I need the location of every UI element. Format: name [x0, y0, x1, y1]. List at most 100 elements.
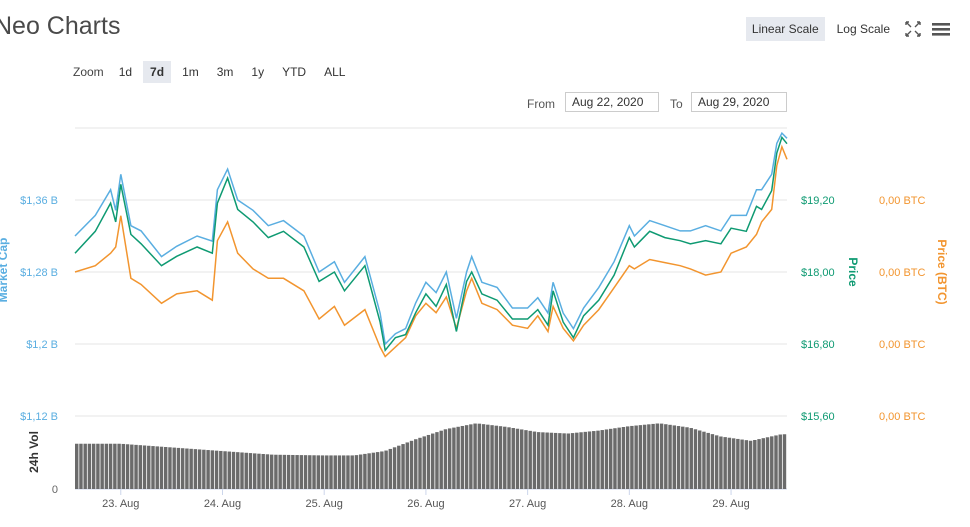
volume-bar: [325, 455, 329, 489]
volume-bar: [87, 443, 92, 489]
volume-bar: [401, 444, 405, 489]
volume-bar: [710, 434, 715, 489]
volume-bar: [380, 451, 384, 489]
zoom-1m-button[interactable]: 1m: [182, 65, 199, 79]
fullscreen-icon[interactable]: [902, 18, 924, 40]
volume-bar: [337, 455, 342, 489]
volume-bar: [244, 452, 248, 489]
volume-bar: [405, 442, 410, 489]
hamburger-menu-icon[interactable]: [930, 18, 952, 40]
volume-bar: [553, 432, 558, 489]
volume-bar: [108, 443, 113, 489]
x-tick-label: 23. Aug: [102, 498, 139, 510]
volume-axis-title: 24h Vol: [27, 431, 41, 473]
volume-bar: [278, 454, 282, 489]
volume-bar: [600, 430, 604, 489]
log-scale-button[interactable]: Log Scale: [830, 17, 896, 41]
volume-bar: [303, 455, 308, 489]
volume-bar: [630, 425, 634, 489]
volume-bar: [609, 428, 613, 489]
volume-bar: [113, 443, 117, 489]
volume-bar: [587, 431, 592, 489]
volume-bar: [350, 455, 354, 489]
price-btc-tick-label: 0,00 BTC: [879, 411, 926, 423]
x-tick-label: 24. Aug: [204, 498, 241, 510]
volume-bar: [583, 431, 588, 489]
volume-bar: [75, 443, 79, 489]
volume-bar: [757, 439, 761, 489]
volume-bar: [579, 432, 583, 489]
volume-bar: [490, 425, 494, 489]
volume-bar: [613, 428, 617, 489]
volume-bar: [778, 434, 782, 489]
volume-bar: [719, 436, 723, 489]
volume-bar: [219, 450, 223, 489]
volume-bar: [672, 425, 677, 489]
zoom-1y-button[interactable]: 1y: [251, 65, 265, 79]
volume-bar: [765, 437, 770, 489]
volume-bar: [545, 432, 549, 489]
volume-bar: [397, 445, 401, 489]
price-tick-label: $18,00: [801, 267, 835, 279]
zoom-1d-button[interactable]: 1d: [118, 65, 133, 79]
volume-bar: [125, 444, 130, 489]
price-btc-tick-label: 0,00 BTC: [879, 339, 926, 351]
volume-bar: [147, 445, 151, 489]
zoom-3m-button[interactable]: 3m: [216, 65, 234, 79]
volume-bar: [197, 449, 202, 489]
volume-bar: [621, 427, 626, 489]
volume-bar: [286, 454, 291, 489]
market-cap-line: [74, 131, 788, 346]
volume-bar: [79, 443, 83, 489]
volume-bar: [562, 433, 566, 489]
volume-bar: [384, 450, 388, 489]
volume-bar: [274, 454, 278, 489]
volume-bar: [202, 449, 206, 489]
zoom-all-button[interactable]: ALL: [324, 65, 346, 79]
volume-bar: [299, 455, 304, 489]
volume-bar: [477, 423, 482, 489]
volume-bar: [117, 443, 121, 489]
volume-bar: [659, 423, 664, 489]
from-date-input[interactable]: [565, 92, 659, 112]
volume-bar: [473, 423, 477, 489]
x-tick-label: 25. Aug: [306, 498, 343, 510]
volume-bar: [83, 443, 87, 489]
volume-bar: [151, 446, 155, 489]
linear-scale-button[interactable]: Linear Scale: [745, 17, 825, 41]
volume-bar: [668, 424, 672, 489]
volume-bar: [231, 451, 236, 489]
volume-bar: [702, 431, 706, 489]
volume-bar: [354, 455, 359, 489]
volume-bar: [320, 455, 325, 489]
volume-bar: [443, 429, 448, 489]
x-tick-label: 28. Aug: [611, 498, 648, 510]
fullscreen-icon-glyph: [905, 21, 921, 37]
price-btc-tick-label: 0,00 BTC: [879, 195, 926, 207]
zoom-7d-button[interactable]: 7d: [143, 61, 172, 83]
volume-bar: [575, 432, 579, 489]
from-label: From: [527, 97, 555, 111]
volume-bar: [265, 454, 270, 489]
to-date-input[interactable]: [691, 92, 787, 112]
volume-bar: [282, 454, 287, 489]
volume-bar: [308, 455, 312, 489]
volume-bar: [714, 435, 719, 489]
volume-bar: [681, 426, 685, 489]
volume-bar: [507, 427, 511, 489]
volume-bar: [570, 433, 575, 489]
volume-bar: [172, 447, 176, 489]
volume-bar: [770, 436, 774, 489]
volume-bar: [723, 437, 727, 489]
volume-bar: [642, 424, 647, 489]
hamburger-menu-icon-glyph: [932, 23, 950, 36]
volume-bar: [422, 436, 426, 489]
volume-bar: [431, 433, 435, 489]
zoom-ytd-button[interactable]: YTD: [282, 65, 307, 79]
volume-bar: [261, 453, 265, 489]
page-title: Neo Charts: [0, 12, 121, 40]
price-tick-label: $15,60: [801, 411, 835, 423]
volume-bar: [782, 434, 787, 489]
price-tick-label: $19,20: [801, 195, 835, 207]
